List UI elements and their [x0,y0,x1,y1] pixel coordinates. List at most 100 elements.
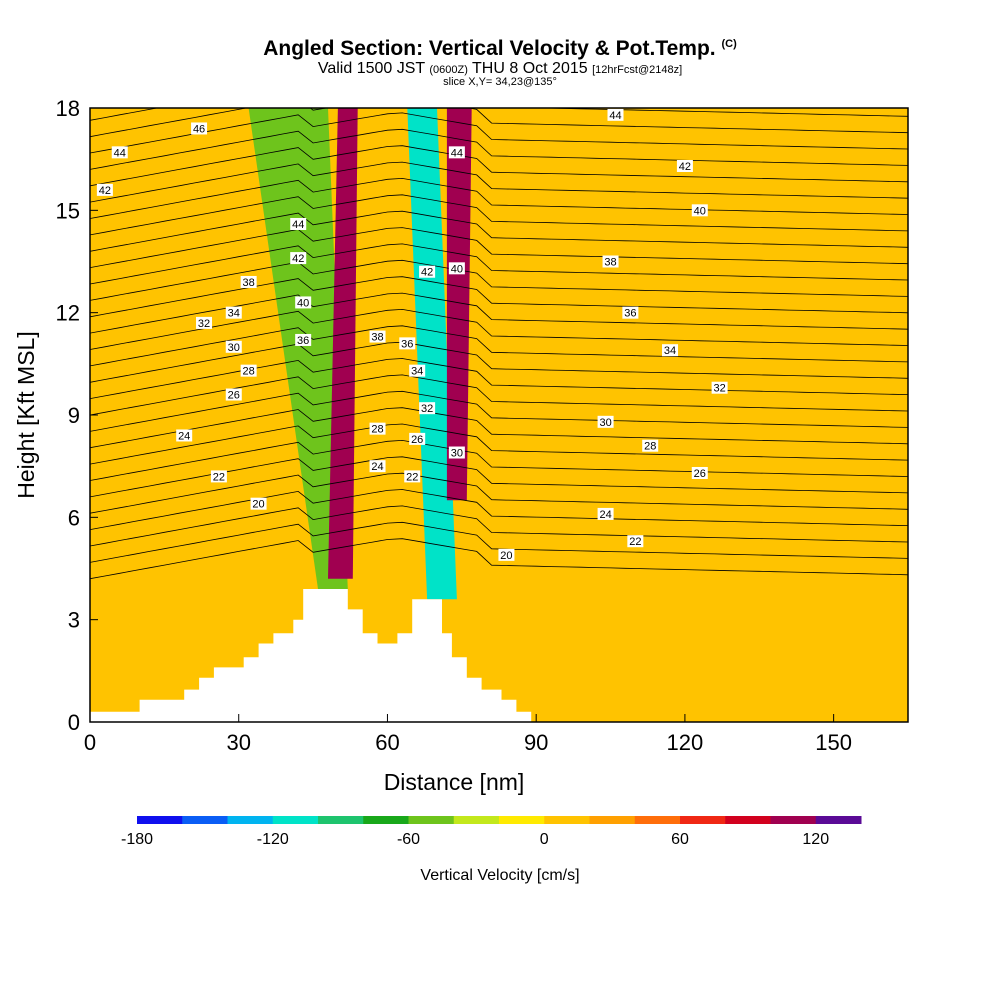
x-tick-label: 60 [375,730,399,755]
x-tick-label: 150 [815,730,852,755]
theta-contour-line [90,276,908,318]
theta-contour-line [90,505,908,547]
contour-label-bg [369,330,386,343]
contour-label-bg [96,183,113,196]
contour-label: 36 [401,338,413,350]
theta-contour-line [90,128,908,170]
colorbar-tick-label: -180 [121,831,153,848]
contour-label: 30 [451,448,463,460]
contour-label-bg [642,439,659,452]
chart-title-suffix: (C) [721,38,737,50]
valid-time: Valid 1500 JST [317,60,425,77]
contour-label: 42 [99,185,111,197]
contour-label: 22 [213,471,225,483]
colorbar-swatch [680,816,726,824]
plot-area: 4644424442384034323630282624222038363432… [90,91,908,722]
contour-label-bg [240,364,257,377]
contour-label: 42 [679,161,691,173]
contour-label-bg [369,422,386,435]
contour-label: 40 [297,297,309,309]
theta-contour-line [90,538,908,580]
contour-label: 34 [664,345,676,357]
y-tick-label: 12 [56,301,80,326]
contour-label: 28 [371,424,383,436]
contour-label-bg [290,217,307,230]
contour-label: 24 [599,509,611,521]
valid-date: THU 8 Oct 2015 [472,60,588,77]
x-axis-label: Distance [nm] [384,769,525,795]
contour-label-bg [369,460,386,473]
theta-contour-line [90,472,908,514]
contour-label: 38 [604,257,616,269]
colorbar-label: Vertical Velocity [cm/s] [420,867,579,884]
contour-label: 22 [406,471,418,483]
contour-label-bg [240,275,257,288]
contour-label-bg [225,388,242,401]
contour-label: 38 [371,332,383,344]
contour-label: 26 [411,434,423,446]
contour-label: 20 [252,499,264,511]
contour-label-bg [597,415,614,428]
contour-label-bg [404,470,421,483]
theta-contour-line [90,407,908,449]
contour-label: 30 [228,342,240,354]
chart-title-block: Angled Section: Vertical Velocity & Pot.… [0,38,1000,88]
valid-utc: (0600Z) [429,64,468,76]
contour-label: 34 [411,366,423,378]
colorbar-swatch [634,816,681,824]
colorbar-swatch [182,816,228,824]
contour-label: 24 [371,461,383,473]
contour-label: 38 [243,277,255,289]
contour-label-bg [196,316,213,329]
x-tick-label: 120 [667,730,704,755]
contour-label: 20 [500,550,512,562]
contour-label: 44 [114,147,126,159]
colorbar-swatch [589,816,636,824]
colorbar-tick-label: 120 [802,831,829,848]
contour-label-bg [409,364,426,377]
field-background [90,108,908,722]
contour-label-bg [597,507,614,520]
theta-contour-line [90,177,908,219]
contour-label: 28 [243,366,255,378]
contour-label-bg [176,429,193,442]
contour-label-bg [111,146,128,159]
contour-label-bg [676,159,693,172]
theta-contour-line [90,489,908,530]
contour-label: 44 [451,147,463,159]
colorbar-swatch [725,816,771,824]
contour-label: 32 [198,318,210,330]
chart-title-text: Angled Section: Vertical Velocity & Pot.… [263,37,716,60]
contour-label-bg [691,466,708,479]
colorbar-swatch [544,816,590,824]
contour-label: 44 [609,110,621,122]
theta-contour-line [90,145,908,187]
contour-label: 22 [629,536,641,548]
contour-label-bg [662,344,679,357]
y-tick-label: 3 [68,608,80,633]
contour-label-bg [250,497,267,510]
theta-contour-line [90,91,908,104]
theta-contour-line [90,227,908,268]
x-tick-label: 90 [524,730,548,755]
contour-label-bg [448,146,465,159]
contour-label-bg [409,432,426,445]
contour-label-bg [399,337,416,350]
contour-label-bg [627,535,644,548]
contour-label-bg [290,252,307,265]
contour-label-bg [691,204,708,217]
theta-contour-line [90,358,908,399]
contour-label: 34 [228,308,240,320]
theta-contour-line [90,259,908,301]
contour-label-bg [419,402,436,415]
contour-label: 42 [421,267,433,279]
theta-contour-line [90,108,908,121]
contour-label-bg [225,340,242,353]
x-tick-label: 0 [84,730,96,755]
contour-label-bg [419,265,436,278]
colorbar-swatch [363,816,409,824]
y-tick-label: 18 [56,96,80,121]
contour-label: 40 [451,263,463,275]
